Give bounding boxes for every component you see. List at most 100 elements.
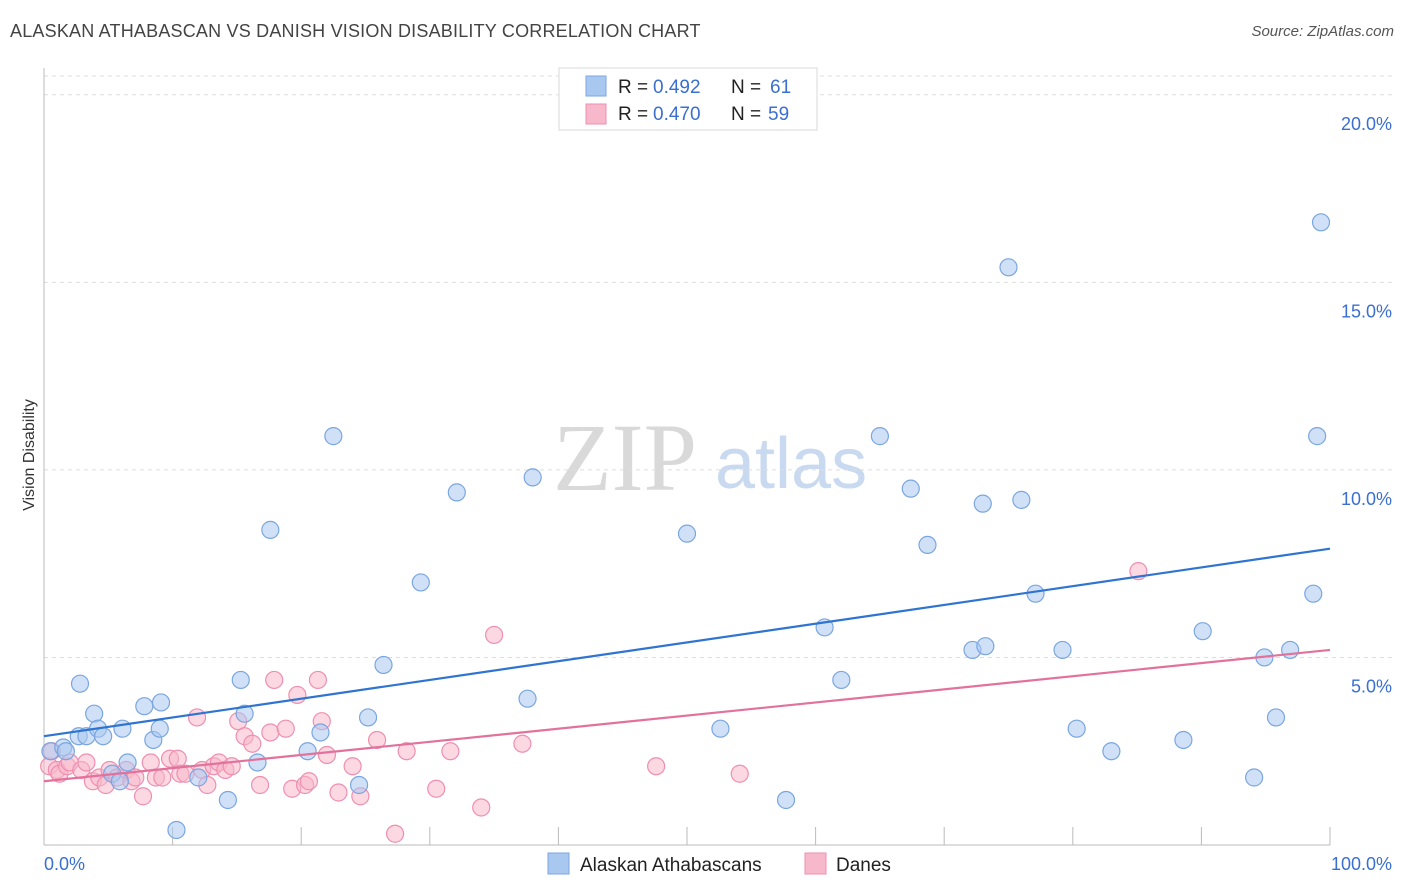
athabascan-point — [56, 742, 75, 761]
danes-trend-line — [43, 648, 1331, 783]
y-tick-label: 15.0% — [1341, 301, 1392, 321]
athabascan-point — [776, 790, 796, 810]
danes-point — [472, 798, 491, 817]
legend-swatch-blue — [585, 75, 607, 97]
chart-title: ALASKAN ATHABASCAN VS DANISH VISION DISA… — [10, 21, 701, 41]
athabascan-point — [677, 524, 697, 543]
athabascan-point — [231, 670, 250, 690]
athabascan-point — [518, 689, 537, 708]
legend-r-label: R = — [618, 104, 648, 125]
athabascan-point — [1067, 719, 1086, 738]
athabascan-point — [151, 693, 171, 712]
watermark-zip: ZIP — [553, 404, 697, 511]
legend-n-label: N = — [731, 104, 761, 125]
bottom-legend: Alaskan Athabascans Danes — [547, 852, 891, 876]
danes-point — [485, 625, 504, 645]
y-tick-label: 10.0% — [1341, 489, 1392, 509]
athabascan-point — [110, 772, 129, 791]
athabascan-point — [374, 655, 393, 675]
athabascan-point — [135, 697, 154, 716]
athabascan-point — [94, 727, 113, 746]
danes-point — [441, 742, 460, 761]
danes-point — [513, 734, 532, 753]
athabascan-point — [1308, 427, 1327, 446]
athabascan-point — [1053, 640, 1072, 660]
athabascan-trend-line — [43, 547, 1331, 738]
danes-point — [250, 775, 270, 795]
bottom-legend-swatch-blue — [547, 852, 570, 875]
x-axis-ticks — [43, 827, 1331, 845]
athabascan-point — [1026, 584, 1045, 603]
danes-point — [730, 764, 749, 783]
danes-point — [187, 708, 207, 727]
danes-point — [317, 745, 337, 765]
danes-point — [153, 768, 172, 787]
athabascan-point — [189, 768, 208, 787]
athabascan-point — [1266, 708, 1286, 727]
legend-r-label: R = — [618, 77, 648, 98]
legend-n-label: N = — [731, 77, 761, 98]
danes-point — [261, 723, 280, 742]
x-tick-label: 0.0% — [44, 854, 85, 874]
danes-point — [343, 757, 362, 776]
athabascan-point — [324, 427, 343, 446]
athabascan-point — [70, 674, 90, 693]
athabascan-point — [411, 573, 430, 592]
trend-lines — [43, 547, 1331, 783]
athabascan-point — [1304, 584, 1323, 603]
legend-r-value: 0.492 — [653, 77, 701, 98]
athabascan-point — [218, 790, 237, 810]
danes-point — [77, 753, 96, 772]
athabascan-point — [1311, 213, 1331, 232]
danes-point — [299, 772, 319, 791]
legend-swatch-pink — [585, 103, 607, 125]
athabascan-point — [235, 704, 254, 723]
athabascan-point — [248, 753, 267, 772]
athabascan-point — [1245, 768, 1264, 787]
athabascan-point — [523, 468, 542, 487]
athabascan-point — [261, 520, 280, 539]
legend-n-value: 61 — [770, 77, 791, 98]
athabascan-point — [711, 719, 730, 738]
data-points — [40, 213, 1331, 843]
athabascan-point — [298, 742, 317, 761]
danes-point — [265, 670, 284, 690]
watermark: ZIP atlas — [553, 404, 867, 511]
athabascan-point — [447, 483, 466, 502]
athabascan-point — [1193, 622, 1212, 641]
x-tick-label: 100.0% — [1331, 854, 1392, 874]
athabascan-point — [349, 775, 369, 795]
y-axis-label: Vision Disability — [21, 399, 38, 511]
athabascan-point — [973, 494, 992, 513]
athabascan-point — [358, 708, 378, 727]
athabascan-point — [1102, 742, 1121, 761]
athabascan-point — [85, 704, 104, 723]
bottom-legend-label: Danes — [836, 855, 891, 876]
y-axis-tick-labels: 5.0% 10.0% 15.0% 20.0% — [1341, 114, 1392, 697]
athabascan-point — [901, 479, 920, 498]
danes-point — [243, 734, 262, 753]
bottom-legend-swatch-pink — [804, 852, 827, 875]
danes-point — [427, 779, 446, 798]
athabascan-point — [167, 820, 186, 840]
gridlines — [44, 75, 1392, 658]
watermark-atlas: atlas — [715, 424, 867, 504]
legend: R = 0.492 N = 61 R = 0.470 N = 59 — [558, 67, 818, 131]
y-tick-label: 20.0% — [1341, 114, 1392, 134]
athabascan-point — [1281, 640, 1300, 660]
athabascan-point — [1012, 490, 1031, 509]
danes-point — [276, 719, 295, 738]
x-axis-tick-labels: 0.0% 100.0% — [44, 854, 1392, 874]
danes-point — [397, 742, 416, 761]
athabascan-point — [832, 670, 851, 690]
danes-point — [168, 749, 187, 768]
athabascan-point — [999, 258, 1018, 277]
danes-point — [367, 730, 387, 750]
athabascan-point — [1174, 730, 1193, 750]
danes-point — [385, 824, 405, 843]
athabascan-point — [918, 535, 937, 555]
danes-point — [647, 757, 666, 776]
legend-r-value: 0.470 — [653, 104, 701, 125]
athabascan-point — [118, 753, 137, 772]
